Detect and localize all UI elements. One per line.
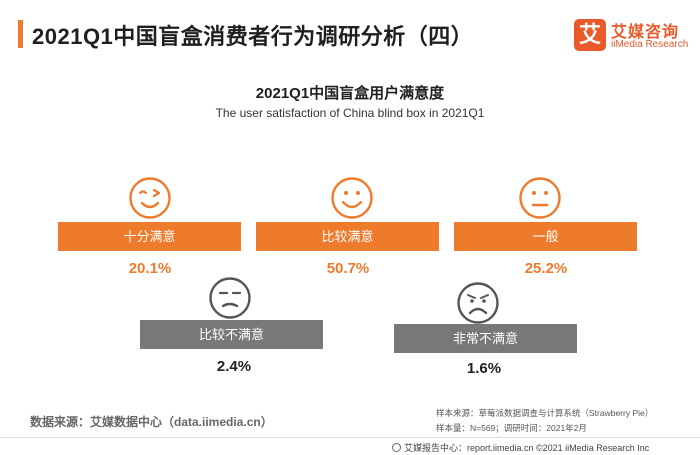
logo-name-en: iiMedia Research — [611, 39, 689, 50]
iimedia-logo: 艾 艾媒咨询 iiMedia Research — [574, 17, 692, 53]
value-label: 20.1% — [128, 260, 172, 277]
unamused-face-icon — [208, 276, 252, 320]
category-bar: 非常不满意 — [394, 324, 577, 353]
footer: 艾媒报告中心：report.iimedia.cn ©2021 iiMedia R… — [392, 441, 649, 454]
smiling-face-icon — [330, 176, 374, 220]
neutral-face-icon — [518, 176, 562, 220]
title-accent-bar — [18, 20, 23, 48]
report-center-icon — [392, 443, 401, 452]
frowning-face-icon — [456, 281, 500, 325]
page-title: 2021Q1中国盲盒消费者行为调研分析（四） — [32, 24, 474, 49]
footer-text: 艾媒报告中心：report.iimedia.cn ©2021 iiMedia R… — [404, 443, 650, 453]
category-bar: 十分满意 — [58, 222, 241, 251]
category-bar: 比较不满意 — [140, 320, 323, 349]
logo-name-cn: 艾媒咨询 — [611, 24, 680, 41]
category-bar: 比较满意 — [256, 222, 439, 251]
value-label: 25.2% — [524, 260, 568, 277]
value-label: 2.4% — [216, 358, 252, 375]
sample-size: 样本量：N=569；调研时间：2021年2月 — [436, 423, 587, 433]
data-source: 数据来源：艾媒数据中心（data.iimedia.cn） — [30, 415, 273, 429]
chart-subtitle: The user satisfaction of China blind box… — [215, 106, 485, 120]
category-bar: 一般 — [454, 222, 637, 251]
sample-source: 样本来源：草莓派数据调查与计算系统（Strawberry Pie） — [436, 408, 654, 418]
sample-notes: 样本来源：草莓派数据调查与计算系统（Strawberry Pie） 样本量：N=… — [436, 406, 653, 436]
chart-title: 2021Q1中国盲盒用户满意度 — [255, 85, 445, 102]
logo-mark-icon: 艾 — [574, 19, 606, 51]
value-label: 1.6% — [466, 360, 502, 377]
value-label: 50.7% — [326, 260, 370, 277]
footer-divider — [0, 437, 700, 438]
winking-face-icon — [128, 176, 172, 220]
